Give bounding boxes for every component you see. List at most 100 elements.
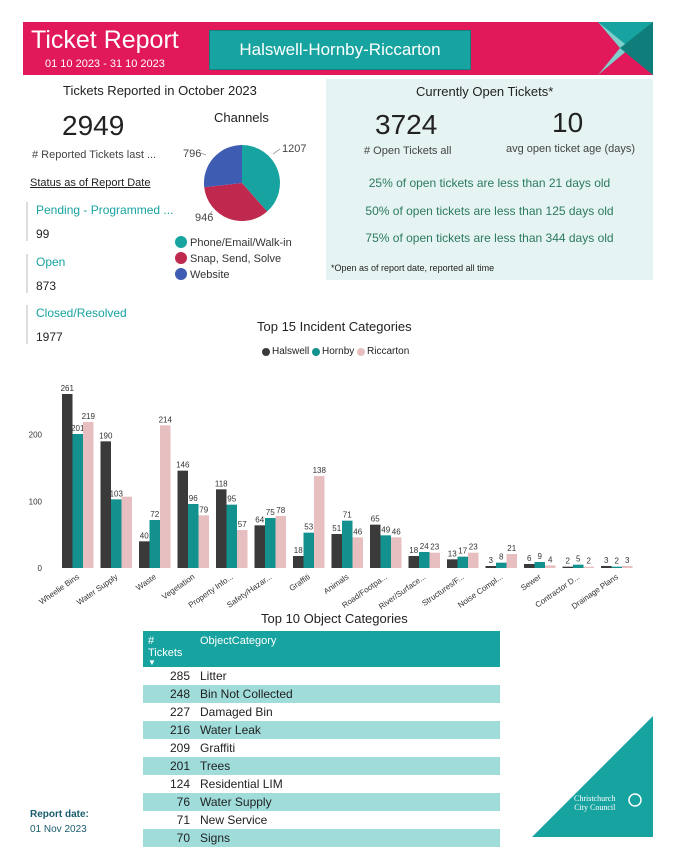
legend-item-hornby[interactable]: Hornby bbox=[312, 346, 354, 357]
legend-item-riccarton[interactable]: Riccarton bbox=[357, 346, 409, 357]
bar-riccarton[interactable] bbox=[275, 516, 287, 568]
column-header-count[interactable]: # Tickets ▼ bbox=[143, 631, 195, 667]
bar-data-label: 57 bbox=[238, 520, 247, 529]
table-row[interactable]: 209 Graffiti bbox=[143, 739, 500, 757]
pie-slice-snap[interactable] bbox=[204, 183, 268, 222]
bar-hornby[interactable] bbox=[72, 434, 84, 568]
bar-hornby[interactable] bbox=[380, 535, 392, 568]
table-row[interactable]: 201 Trees bbox=[143, 757, 500, 775]
table-row[interactable]: 70 Signs bbox=[143, 829, 500, 847]
bar-riccarton[interactable] bbox=[83, 422, 94, 568]
bar-hornby[interactable] bbox=[265, 518, 276, 568]
y-tick-label: 0 bbox=[38, 564, 43, 573]
bar-data-label: 79 bbox=[199, 505, 208, 514]
bar-halswell[interactable] bbox=[447, 559, 458, 568]
bar-halswell[interactable] bbox=[408, 556, 420, 568]
bar-halswell[interactable] bbox=[100, 441, 112, 568]
category-cell: Water Supply bbox=[195, 793, 500, 811]
bar-hornby[interactable] bbox=[188, 504, 199, 568]
bar-riccarton[interactable] bbox=[429, 552, 441, 568]
category-cell: Damaged Bin bbox=[200, 705, 273, 719]
bar-riccarton[interactable] bbox=[198, 515, 210, 568]
pie-slice-website[interactable] bbox=[203, 144, 242, 188]
legend-item-website[interactable]: Website bbox=[175, 268, 292, 281]
bar-riccarton[interactable] bbox=[468, 552, 479, 568]
legend-item-phone[interactable]: Phone/Email/Walk-in bbox=[175, 236, 292, 249]
bar-hornby[interactable] bbox=[111, 499, 122, 568]
bar-data-label: 146 bbox=[176, 461, 190, 470]
report-header: Ticket Report 01 10 2023 - 31 10 2023 Ha… bbox=[23, 22, 653, 75]
category-cell: Graffiti bbox=[200, 741, 236, 755]
bar-riccarton[interactable] bbox=[121, 496, 133, 568]
bar-halswell[interactable] bbox=[601, 566, 612, 568]
bar-hornby[interactable] bbox=[573, 564, 584, 568]
council-logo: Christchurch City Council bbox=[532, 716, 653, 837]
bar-data-label: 64 bbox=[255, 515, 264, 524]
table-row[interactable]: 124 Residential LIM bbox=[143, 775, 500, 793]
bar-halswell[interactable] bbox=[562, 566, 574, 568]
legend-dot-icon bbox=[175, 268, 187, 280]
bar-hornby[interactable] bbox=[342, 520, 353, 568]
table-row[interactable]: 248 Bin Not Collected bbox=[143, 685, 500, 703]
bar-hornby[interactable] bbox=[534, 562, 546, 568]
pie-label-phone: 1207 bbox=[282, 143, 307, 155]
bar-hornby[interactable] bbox=[419, 552, 430, 568]
column-header-category[interactable]: ObjectCategory bbox=[195, 631, 500, 667]
legend-item-halswell[interactable]: Halswell bbox=[262, 346, 309, 357]
category-cell: Trees bbox=[195, 757, 500, 775]
table-row[interactable]: 216 Water Leak bbox=[143, 721, 500, 739]
bar-halswell[interactable] bbox=[293, 556, 304, 568]
avg-age-label: avg open ticket age (days) bbox=[506, 143, 636, 155]
bar-halswell[interactable] bbox=[254, 525, 266, 568]
bar-riccarton[interactable] bbox=[622, 566, 633, 568]
pie-slice-phone[interactable] bbox=[242, 145, 280, 212]
bar-halswell[interactable] bbox=[485, 566, 497, 568]
bar-hornby[interactable] bbox=[303, 532, 315, 568]
object-categories-table: # Tickets ▼ ObjectCategory 285 Litter 248 Bi… bbox=[143, 631, 500, 847]
bar-riccarton[interactable] bbox=[237, 530, 248, 568]
category-cell: New Service bbox=[200, 813, 268, 827]
incident-chart-legend: Halswell Hornby Riccarton bbox=[262, 346, 409, 357]
bar-riccarton[interactable] bbox=[545, 565, 556, 568]
table-row[interactable]: 76 Water Supply bbox=[143, 793, 500, 811]
region-button[interactable]: Halswell-Hornby-Riccarton bbox=[209, 30, 471, 70]
legend-dot-icon bbox=[357, 348, 366, 356]
bar-hornby[interactable] bbox=[226, 504, 238, 568]
bar-riccarton[interactable] bbox=[506, 554, 518, 568]
status-value: 873 bbox=[36, 279, 57, 293]
x-tick-label: Animals bbox=[322, 572, 350, 596]
status-value: 99 bbox=[36, 227, 50, 241]
table-row[interactable]: 227 Damaged Bin bbox=[143, 703, 500, 721]
bar-halswell[interactable] bbox=[216, 489, 227, 568]
bar-riccarton[interactable] bbox=[314, 476, 325, 568]
bar-data-label: 2 bbox=[587, 557, 592, 566]
reported-heading: Tickets Reported in October 2023 bbox=[63, 83, 257, 98]
bar-data-label: 23 bbox=[430, 543, 439, 552]
object-table-heading: Top 10 Object Categories bbox=[261, 611, 408, 626]
bar-halswell[interactable] bbox=[370, 524, 381, 568]
bar-hornby[interactable] bbox=[611, 566, 623, 568]
bar-halswell[interactable] bbox=[331, 534, 343, 568]
incident-chart-heading: Top 15 Incident Categories bbox=[257, 319, 412, 334]
legend-label: Snap, Send, Solve bbox=[190, 253, 282, 265]
bar-hornby[interactable] bbox=[457, 556, 469, 568]
bar-halswell[interactable] bbox=[139, 541, 150, 568]
bar-riccarton[interactable] bbox=[391, 537, 402, 568]
bar-riccarton[interactable] bbox=[583, 566, 595, 568]
table-row[interactable]: 71 New Service bbox=[143, 811, 500, 829]
bar-riccarton[interactable] bbox=[160, 425, 171, 568]
bar-hornby[interactable] bbox=[149, 520, 161, 568]
bar-halswell[interactable] bbox=[62, 394, 73, 568]
bar-halswell[interactable] bbox=[177, 470, 189, 568]
bar-riccarton[interactable] bbox=[352, 537, 364, 568]
legend-item-snap[interactable]: Snap, Send, Solve bbox=[175, 252, 292, 265]
x-tick-label: Vegetation bbox=[160, 572, 196, 601]
bar-halswell[interactable] bbox=[524, 564, 535, 568]
bar-data-label: 46 bbox=[353, 527, 362, 536]
legend-label: Hornby bbox=[322, 346, 355, 357]
table-row[interactable]: 285 Litter bbox=[143, 667, 500, 685]
x-tick-label: Water Supply bbox=[75, 572, 119, 607]
x-tick-label: Waste bbox=[134, 572, 158, 593]
ticket-count-cell: 209 bbox=[169, 741, 190, 755]
bar-hornby[interactable] bbox=[496, 562, 507, 568]
